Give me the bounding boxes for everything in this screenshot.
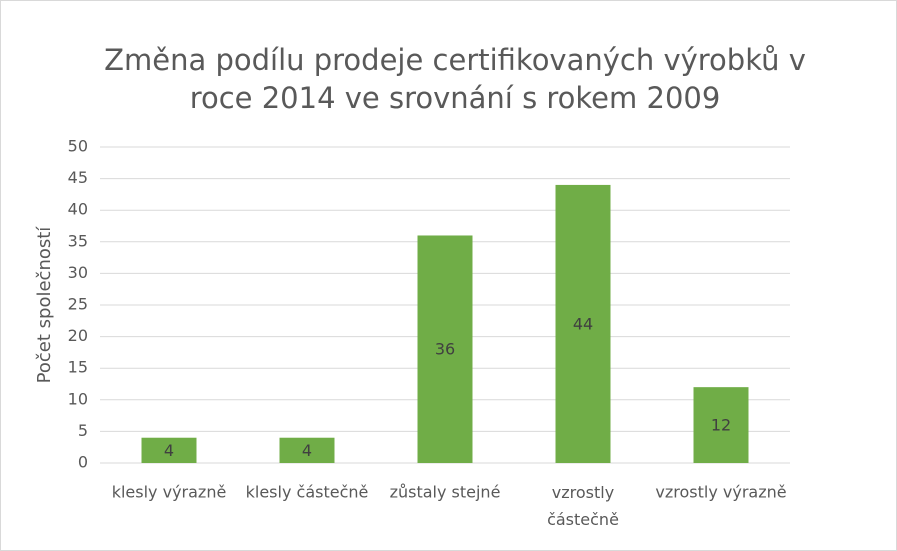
data-label: 44 [573, 314, 593, 333]
y-tick-label: 0 [78, 453, 88, 472]
y-tick-label: 10 [68, 389, 88, 408]
y-tick-label: 20 [68, 326, 88, 345]
y-tick-label: 45 [68, 168, 88, 187]
x-tick-label: klesly částečně [246, 483, 369, 502]
y-tick-label: 25 [68, 295, 88, 314]
y-tick-label: 50 [68, 137, 88, 156]
bar [417, 235, 473, 463]
y-tick-label: 35 [68, 231, 88, 250]
y-tick-label: 15 [68, 358, 88, 377]
y-axis-label: Počet společností [34, 226, 55, 384]
x-tick-label: vzrostly částečně [547, 483, 619, 529]
bar [693, 387, 749, 463]
x-tick-label: zůstaly stejné [390, 483, 501, 502]
y-tick-label: 5 [78, 421, 88, 440]
data-label: 36 [435, 340, 455, 359]
y-tick-label: 30 [68, 263, 88, 282]
x-tick-label: vzrostly výrazně [655, 483, 786, 502]
data-label: 4 [302, 441, 312, 460]
data-label: 4 [164, 441, 174, 460]
data-label: 12 [711, 416, 731, 435]
bar [141, 437, 197, 463]
bar [279, 437, 335, 463]
chart-title: Změna podílu prodeje certifikovaných výr… [104, 43, 806, 115]
bar [555, 184, 611, 464]
y-tick-label: 40 [68, 200, 88, 219]
x-tick-label: klesly výrazně [112, 483, 227, 502]
